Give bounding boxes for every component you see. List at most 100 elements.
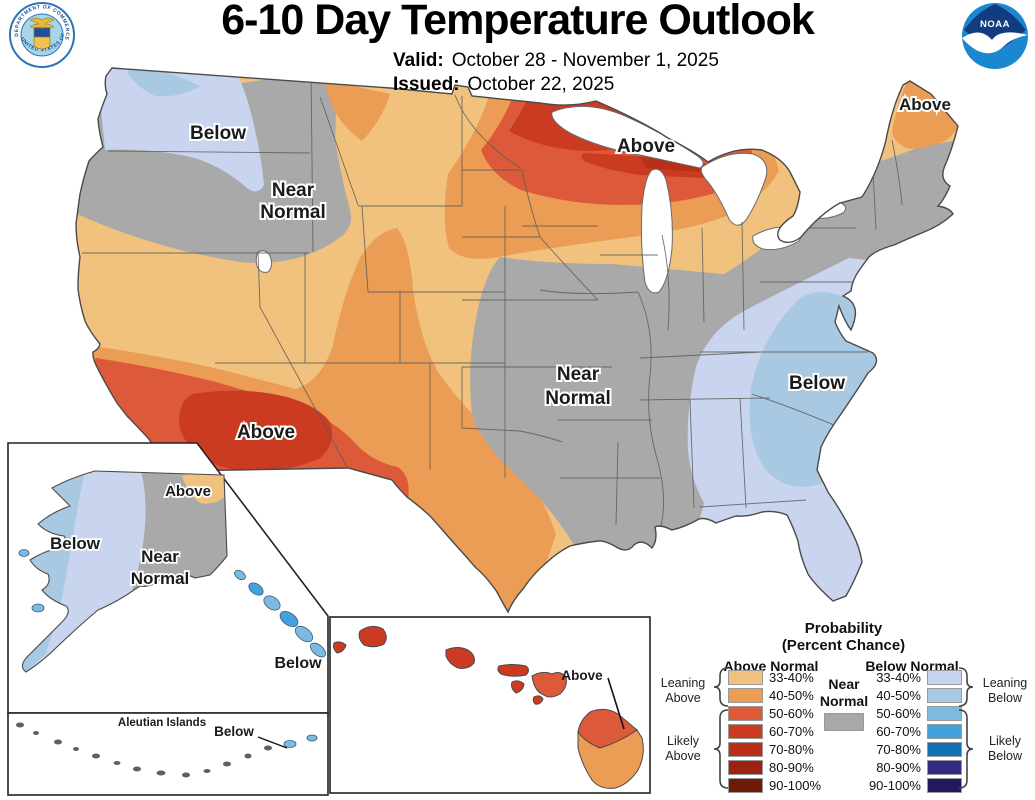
- legend-above-column: 33-40% 40-50% 50-60% 60-70% 70-80% 80-90…: [728, 669, 821, 796]
- lake-huron: [700, 152, 768, 226]
- great-salt-lake: [255, 250, 273, 273]
- leaning-above-line2: Above: [665, 691, 701, 705]
- hawaii-big-island-south: [577, 729, 644, 789]
- valid-label: Valid:: [393, 50, 444, 71]
- aleutian-islands-chain: [16, 722, 272, 778]
- label-rockies-normal: Normal: [260, 202, 325, 223]
- issued-value: October 22, 2025: [467, 74, 615, 95]
- legend-braces: [713, 667, 974, 789]
- swatch-below-33-40: [927, 669, 962, 685]
- hawaii-label-above: Above: [561, 668, 603, 683]
- aleutian-title: Aleutian Islands: [118, 717, 206, 729]
- swatch-below-50-60: [927, 705, 962, 721]
- label-midwest-above: Above: [617, 136, 675, 157]
- page-title: 6-10 Day Temperature Outlook: [221, 0, 815, 44]
- state-boundaries: [82, 69, 903, 531]
- label-maine-above: Above: [899, 95, 951, 114]
- legend-near-line1: Near: [828, 676, 860, 692]
- region-below-33-40-northwest: [96, 68, 264, 192]
- legend-row-below-33-40: 33-40%: [868, 669, 962, 685]
- alaska-west-island: [18, 549, 30, 557]
- hawaii-niihau: [332, 641, 347, 654]
- swatch-above-33-40: [728, 669, 763, 685]
- legend-near-line2: Normal: [819, 693, 869, 709]
- aleutian-pointer-line: [257, 736, 288, 749]
- region-above-70-80-superior-shore: [640, 157, 705, 172]
- alaska-inset: Above Below Near Normal Below: [7, 442, 329, 714]
- swatch-below-80-90: [927, 759, 962, 775]
- legend-likely-below: Likely Below: [976, 734, 1034, 764]
- range-label: 40-50%: [876, 687, 921, 703]
- range-label: 50-60%: [876, 705, 921, 721]
- leaning-above-line1: Leaning: [660, 676, 706, 690]
- region-above-60-70-arizona: [178, 390, 333, 472]
- range-label: 40-50%: [769, 687, 814, 703]
- legend-row-above-60-70: 60-70%: [728, 723, 821, 739]
- range-label: 60-70%: [769, 723, 814, 739]
- leaning-below-line1: Leaning: [982, 676, 1028, 690]
- noaa-logo-text: NOAA: [980, 19, 1010, 30]
- legend-row-above-90-100: 90-100%: [728, 777, 821, 793]
- label-rockies-near: Near: [272, 180, 315, 201]
- swatch-above-70-80: [728, 741, 763, 757]
- label-center-normal: Normal: [545, 388, 610, 409]
- legend-row-above-70-80: 70-80%: [728, 741, 821, 757]
- swatch-above-60-70: [728, 723, 763, 739]
- legend-row-above-50-60: 50-60%: [728, 705, 821, 721]
- range-label: 70-80%: [876, 741, 921, 757]
- likely-below-line2: Below: [987, 749, 1023, 763]
- alaska-west-island-2: [31, 603, 45, 613]
- valid-value: October 28 - November 1, 2025: [451, 50, 719, 71]
- range-label: 70-80%: [769, 741, 814, 757]
- conus-outline: [75, 67, 959, 614]
- swatch-above-90-100: [728, 777, 763, 793]
- legend-row-above-33-40: 33-40%: [728, 669, 821, 685]
- issued-line: Issued: October 22, 2025: [393, 74, 614, 96]
- swatch-below-40-50: [927, 687, 962, 703]
- legend-row-below-90-100: 90-100%: [868, 777, 962, 793]
- legend-row-below-80-90: 80-90%: [868, 759, 962, 775]
- doc-seal-shield-icon: [29, 17, 55, 50]
- aleutian-inset-box: [7, 712, 329, 796]
- swatch-below-90-100: [927, 777, 962, 793]
- legend-row-below-70-80: 70-80%: [868, 741, 962, 757]
- swatch-above-40-50: [728, 687, 763, 703]
- alaska-outline: [21, 470, 228, 673]
- likely-above-line2: Above: [665, 749, 701, 763]
- conus-labels: Below Near Normal Above Above Above Near…: [188, 93, 953, 445]
- leaning-below-line2: Below: [987, 691, 1023, 705]
- noaa-gull-icon: [962, 32, 1028, 54]
- brace-leaning-above: [713, 667, 729, 707]
- likely-above-line1: Likely: [667, 734, 699, 748]
- valid-line: Valid: October 28 - November 1, 2025: [393, 50, 719, 72]
- aleutian-below-island-2: [306, 734, 318, 742]
- issued-label: Issued:: [393, 74, 460, 95]
- lake-michigan: [640, 168, 673, 294]
- label-center-near: Near: [557, 364, 600, 385]
- hawaii-kauai: [358, 625, 387, 648]
- swatch-below-70-80: [927, 741, 962, 757]
- hawaii-oahu: [445, 647, 475, 669]
- range-label: 80-90%: [876, 759, 921, 775]
- legend-row-above-80-90: 80-90%: [728, 759, 821, 775]
- label-southeast-below: Below: [789, 373, 845, 394]
- legend-row-below-60-70: 60-70%: [868, 723, 962, 739]
- hawaii-maui: [531, 671, 567, 698]
- legend-leaning-below: Leaning Below: [976, 676, 1034, 706]
- hawaii-inset: Above: [329, 616, 651, 794]
- alaska-label-above: Above: [165, 483, 211, 500]
- doc-seal-eagle-icon: [29, 17, 55, 30]
- swatch-below-60-70: [927, 723, 962, 739]
- range-label: 90-100%: [868, 777, 921, 793]
- alaska-panhandle-islands: [234, 569, 327, 658]
- legend-row-above-40-50: 40-50%: [728, 687, 821, 703]
- likely-below-line1: Likely: [989, 734, 1021, 748]
- range-label: 50-60%: [769, 705, 814, 721]
- hawaii-lanai: [511, 680, 525, 694]
- aleutian-label-below: Below: [214, 724, 254, 739]
- label-nw-below: Below: [190, 123, 246, 144]
- brace-likely-above: [713, 709, 729, 789]
- aleutian-inset: Aleutian Islands Below: [7, 712, 329, 796]
- hawaii-pointer-line: [607, 677, 625, 730]
